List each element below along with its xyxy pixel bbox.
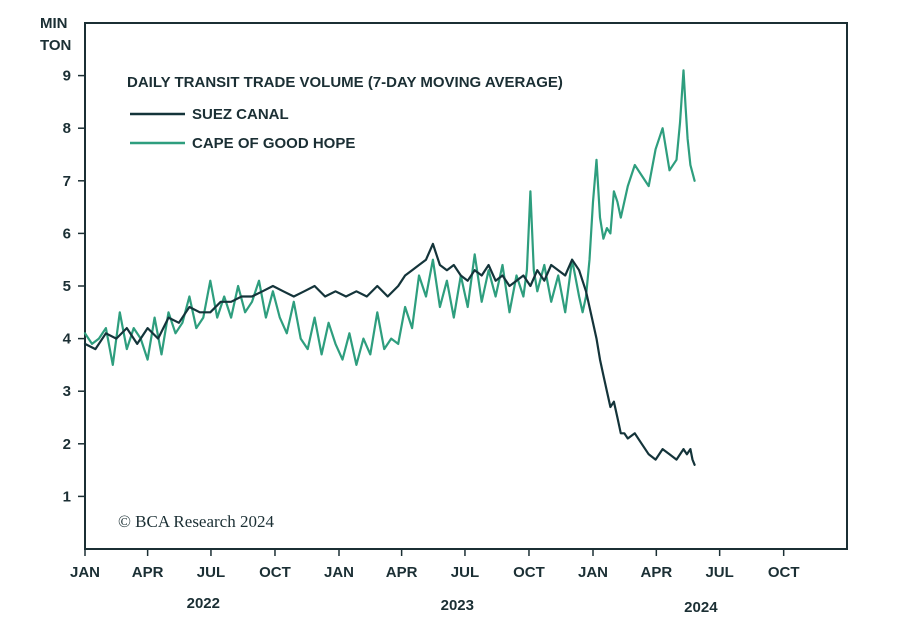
- x-tick-label: JAN: [324, 564, 354, 581]
- y-tick-label: 2: [63, 436, 71, 453]
- y-unit-line-1: MIN: [40, 15, 68, 32]
- x-tick-label: APR: [132, 564, 164, 581]
- x-tick-label: JUL: [451, 564, 479, 581]
- y-tick-label: 7: [63, 173, 71, 190]
- x-tick-label: APR: [640, 564, 672, 581]
- legend-label-cape: CAPE OF GOOD HOPE: [192, 135, 355, 152]
- y-tick-label: 6: [63, 225, 71, 242]
- y-unit-line-2: TON: [40, 37, 71, 54]
- year-label: 2024: [684, 599, 718, 616]
- y-tick-label: 8: [63, 120, 71, 137]
- x-tick-label: JUL: [705, 564, 733, 581]
- chart-title: DAILY TRANSIT TRADE VOLUME (7-DAY MOVING…: [127, 74, 563, 91]
- copyright: © BCA Research 2024: [118, 512, 274, 531]
- y-tick-label: 1: [63, 488, 71, 505]
- plot-frame: [84, 22, 848, 550]
- series-line-suez-canal: [83, 242, 696, 466]
- y-axis: 1 2 3 4 5 6 7 8 9: [63, 68, 85, 505]
- y-tick-label: 3: [63, 383, 71, 400]
- x-tick-label: JUL: [197, 564, 225, 581]
- y-tick-label: 4: [63, 331, 72, 348]
- x-tick-label: JAN: [70, 564, 100, 581]
- x-tick-label: APR: [386, 564, 418, 581]
- legend: DAILY TRANSIT TRADE VOLUME (7-DAY MOVING…: [127, 74, 563, 152]
- x-tick-label: JAN: [578, 564, 608, 581]
- y-tick-label: 5: [63, 278, 71, 295]
- year-labels: 2022 2023 2024: [187, 595, 719, 616]
- series-line-cape-of-good-hope: [83, 69, 696, 366]
- series-layer: [83, 69, 696, 466]
- y-tick-label: 9: [63, 68, 71, 85]
- x-tick-label: OCT: [768, 564, 800, 581]
- x-tick-label: OCT: [513, 564, 545, 581]
- year-label: 2023: [441, 597, 474, 614]
- x-tick-label: OCT: [259, 564, 291, 581]
- x-axis: JAN APR JUL OCT JAN APR JUL OCT JAN APR JUL OCT: [70, 549, 800, 581]
- year-label: 2022: [187, 595, 220, 612]
- legend-label-suez: SUEZ CANAL: [192, 106, 289, 123]
